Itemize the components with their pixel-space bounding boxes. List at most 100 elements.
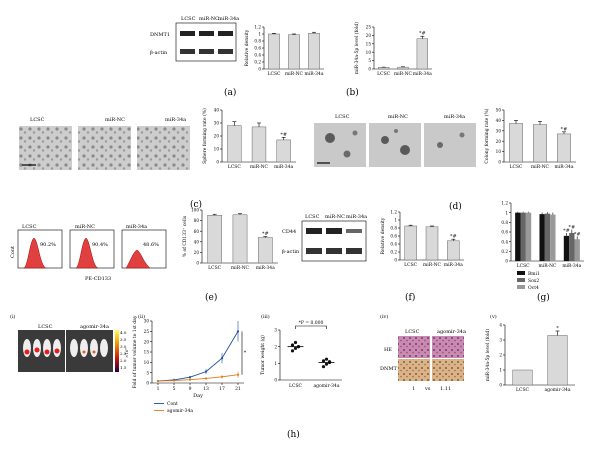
band	[306, 228, 322, 234]
y-tick-label: 0	[394, 258, 397, 263]
data-point	[236, 330, 240, 333]
y-tick-label: 0.4	[254, 53, 261, 58]
color-tick: 4.0	[120, 330, 127, 335]
y-tick-label: 1	[499, 368, 502, 373]
significance-mark: *	[244, 350, 247, 356]
y-tick-label: 10	[496, 149, 502, 154]
x-tick-label: LCSC	[517, 263, 531, 269]
x-tick-label: miR-34a	[562, 263, 581, 269]
legend-label: Bmi1	[528, 271, 540, 277]
sub-label-h-iv: (iv)	[380, 313, 388, 320]
y-tick-label: 0	[498, 160, 501, 165]
bar	[397, 66, 409, 70]
y-tick-label: 25	[144, 329, 150, 334]
x-tick-label: 13	[203, 386, 209, 392]
data-point	[236, 373, 240, 376]
sub-label-h-ii: (ii)	[138, 313, 145, 320]
mouse	[70, 339, 78, 357]
tumor-signal	[44, 349, 50, 355]
y-tick-label: 15	[366, 41, 372, 46]
panel-d-images: LCSC miR-NC miR-34a	[314, 114, 476, 167]
bar	[525, 212, 532, 261]
flow-label-mir34a: miR-34a	[126, 224, 147, 230]
x-tick-label: miR-NC	[539, 263, 558, 269]
histogram	[23, 237, 47, 269]
x-tick-label: LCSC	[208, 265, 222, 271]
band	[326, 248, 342, 254]
img-h-label-lcsc: LCSC	[38, 324, 53, 330]
y-tick-label: 20	[366, 33, 372, 38]
x-tick-label: miR-NC	[231, 265, 250, 271]
flow-ylabel: Cont	[10, 246, 16, 258]
bar	[378, 67, 390, 70]
y-tick-label: 10	[366, 50, 372, 55]
bar	[550, 214, 556, 261]
y-tick-label: 0.2	[390, 250, 397, 255]
img-d-label-mir34a: miR-34a	[444, 114, 465, 120]
bar	[539, 214, 545, 261]
colony-image-mir34a	[424, 123, 476, 167]
data-point	[204, 370, 208, 373]
x-tick-label: LCSC	[377, 71, 391, 77]
y-tick-label: 20	[214, 134, 220, 139]
color-tick: 2.0	[120, 358, 127, 363]
p-value-annotation: *P = 0.000	[299, 320, 324, 326]
x-tick-label: agomir-34a	[313, 383, 339, 389]
data-point	[220, 375, 224, 378]
y-axis-label: miR-34a-5p level (fold)	[484, 329, 491, 381]
legend-swatch	[517, 285, 525, 289]
x-tick-label: LCSC	[510, 164, 524, 170]
colony	[343, 150, 351, 158]
h-iv-histology: LCSC agomir-34a HE DNMT1 1 vs 1.11	[380, 329, 466, 392]
y-tick-label: 25	[366, 25, 372, 30]
y-tick-label: 0	[196, 261, 199, 266]
legend-swatch	[517, 271, 525, 275]
panel-e-flow: LCSC miR-NC miR-34a 90.2% 90.4% 48.6% Co…	[10, 224, 167, 282]
y-axis-label: Colony forming rate (%)	[483, 108, 490, 163]
bar	[232, 214, 248, 264]
x-tick-label: 5	[173, 386, 176, 392]
sphere-image-lcsc	[19, 126, 72, 170]
panel-f-blot: LCSC miR-NC miR-34a CD44 β-actin	[282, 214, 367, 262]
colony	[381, 136, 389, 144]
histogram	[75, 237, 99, 269]
y-axis-label: Relative density	[244, 29, 250, 66]
panel-label-d: (d)	[449, 201, 462, 212]
band	[218, 49, 233, 54]
img-c-label-lcsc: LCSC	[30, 117, 45, 123]
x-tick-label: miR-34a	[554, 164, 573, 170]
blot-f-label-lcsc: LCSC	[305, 214, 320, 220]
y-tick-label: 0.6	[390, 234, 397, 239]
x-tick-label: miR-34a	[413, 71, 432, 77]
colony	[352, 130, 358, 136]
x-tick-label: miR-NC	[394, 71, 413, 77]
data-point	[293, 346, 298, 350]
y-tick-label: 0	[505, 259, 508, 264]
y-tick-label: 40	[194, 239, 200, 244]
bar	[563, 235, 570, 261]
significance-mark: *#	[568, 225, 575, 231]
bar	[512, 369, 533, 386]
legend-label: agomir-34a	[167, 408, 193, 414]
x-tick-label: 1	[157, 386, 160, 392]
color-tick: 1.5	[120, 365, 127, 370]
y-tick-label: 0.2	[501, 249, 508, 254]
flow-xlabel: PE-CD133	[85, 276, 111, 282]
significance-mark: *#	[561, 126, 568, 132]
y-tick-label: 10	[214, 147, 220, 152]
y-tick-label: 0	[216, 160, 219, 165]
bar	[288, 34, 300, 70]
x-tick-label: miR-NC	[531, 164, 550, 170]
color-scale-unit: ×10⁶	[124, 348, 129, 358]
panel-label-b: (b)	[346, 87, 359, 98]
bar	[268, 33, 280, 70]
bar	[308, 33, 320, 70]
x-axis-label: Day	[193, 393, 203, 399]
bar	[520, 212, 526, 261]
y-tick-label: 50	[496, 108, 502, 113]
bar	[425, 226, 439, 261]
legend-label: Oct4	[528, 285, 539, 291]
bar	[509, 123, 523, 163]
y-tick-label: 1.2	[501, 201, 508, 206]
significance-mark: *#	[262, 231, 269, 237]
